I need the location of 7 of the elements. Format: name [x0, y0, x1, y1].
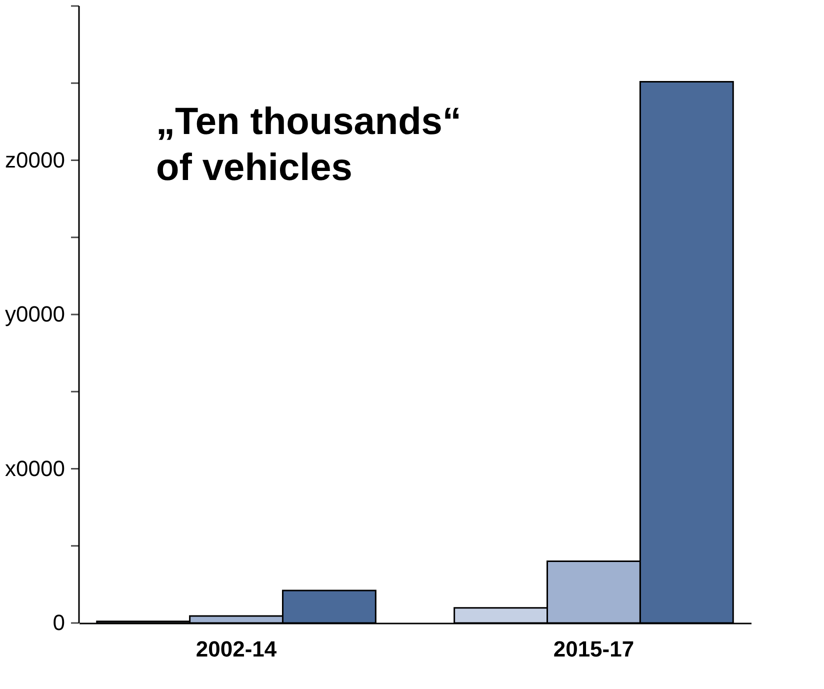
x-tick-label: 2015-17 — [553, 636, 634, 662]
text: y0000 — [5, 302, 65, 326]
annotation: „Ten thousands“ of vehicles — [156, 101, 462, 189]
text: 0 — [52, 610, 65, 635]
text: x0000 — [5, 456, 65, 481]
text: z0000 — [5, 147, 65, 172]
x-tick-label: 2002-14 — [196, 636, 278, 662]
